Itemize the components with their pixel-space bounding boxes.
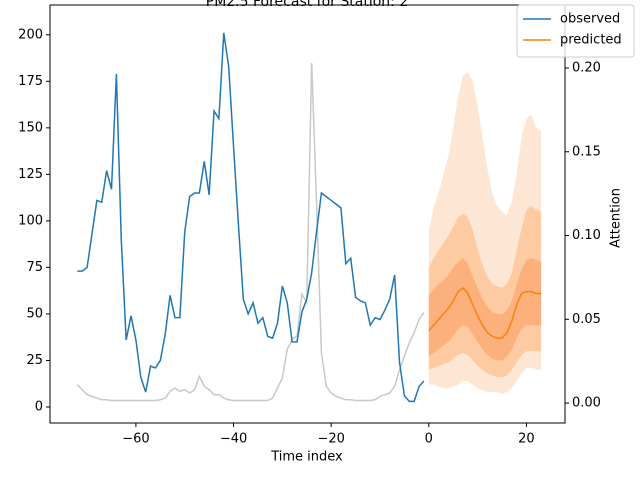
y-tick-label: 175 — [18, 74, 43, 89]
x-tick-label: 20 — [518, 432, 535, 447]
y2-tick-label: 0.15 — [572, 144, 601, 159]
x-tick-label: −20 — [317, 432, 344, 447]
x-tick-label: −40 — [220, 432, 247, 447]
series-line — [77, 32, 425, 403]
y-tick-label: 0 — [35, 399, 43, 414]
y-tick-label: 125 — [18, 167, 43, 182]
y-tick-label: 25 — [26, 353, 43, 368]
band — [428, 258, 542, 361]
y-tick-label: 200 — [18, 27, 43, 42]
y2-tick-label: 0.05 — [572, 312, 601, 327]
legend-box — [516, 4, 635, 58]
y-tick-label: 75 — [26, 260, 43, 275]
x-axis-label: Time index — [270, 450, 343, 465]
y-tick-label: 100 — [18, 213, 43, 228]
plot-frame — [49, 4, 566, 424]
y2-axis-label: Attention — [609, 188, 624, 248]
y-tick-label: 50 — [26, 306, 43, 321]
x-tick-label: 0 — [425, 432, 433, 447]
y2-tick-label: 0.20 — [572, 60, 601, 75]
series-line — [428, 286, 542, 339]
y2-tick-label: 0.10 — [572, 228, 601, 243]
legend-label: predicted — [560, 33, 622, 48]
y2-tick-label: 0.00 — [572, 396, 601, 411]
legend-label: observed — [560, 12, 620, 27]
y-tick-label: 150 — [18, 120, 43, 135]
series-line — [76, 62, 425, 402]
x-tick-label: −60 — [122, 432, 149, 447]
